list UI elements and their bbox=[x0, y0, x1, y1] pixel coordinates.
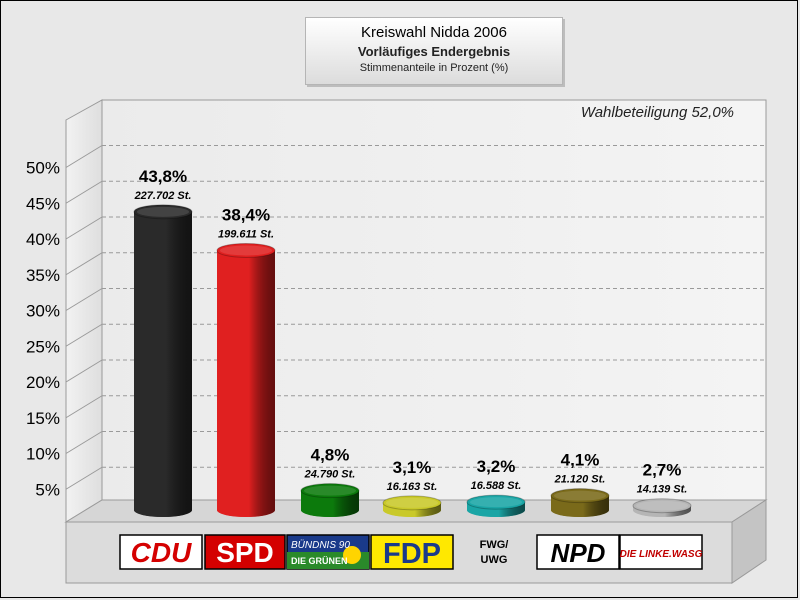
bar-shade bbox=[134, 211, 192, 517]
bar-top bbox=[216, 242, 276, 258]
value-label: 4,8% bbox=[311, 446, 350, 465]
y-tick-label: 25% bbox=[26, 337, 60, 356]
legend-spd-logo: SPD bbox=[204, 534, 286, 570]
y-tick-label: 20% bbox=[26, 373, 60, 392]
bar-top-highlight bbox=[386, 497, 438, 508]
bar-top-highlight bbox=[137, 206, 189, 217]
legend-fdp-logo: FDP bbox=[370, 534, 454, 570]
votes-label: 16.163 St. bbox=[387, 481, 438, 493]
grid-layer bbox=[65, 145, 766, 490]
gridline-side bbox=[65, 323, 103, 347]
legend-spd-text: SPD bbox=[216, 537, 274, 568]
bar-4 bbox=[382, 495, 442, 517]
data-labels-layer: 43,8% 227.702 St. 38,4% 199.611 St. 4,8% 24.7… bbox=[134, 167, 688, 496]
chart-unit-label: Stimmenanteile in Prozent (%) bbox=[359, 62, 509, 74]
y-tick-label: 35% bbox=[26, 266, 60, 285]
plot-base-side bbox=[731, 499, 767, 584]
bar-top bbox=[300, 483, 360, 499]
gridline-side bbox=[65, 288, 103, 311]
bar-top bbox=[466, 494, 526, 510]
legend-npd-text: NPD bbox=[551, 538, 606, 568]
bar-5 bbox=[466, 494, 526, 517]
bar-7 bbox=[632, 498, 692, 517]
votes-label: 227.702 St. bbox=[134, 190, 192, 202]
y-tick-label: 45% bbox=[26, 194, 60, 213]
bar-top-highlight bbox=[220, 245, 272, 256]
bar-6 bbox=[550, 488, 610, 517]
gridline-side bbox=[65, 431, 103, 454]
gridline-side bbox=[65, 216, 103, 240]
legend-linke-logo: DIE LINKE.WASG bbox=[619, 534, 703, 570]
legend-gruene-top: BÜNDNIS 90 bbox=[291, 539, 350, 551]
value-label: 3,1% bbox=[393, 458, 432, 477]
votes-label: 24.790 St. bbox=[304, 469, 356, 481]
gridline-side bbox=[65, 466, 103, 490]
value-label: 3,2% bbox=[477, 457, 516, 476]
bar-top-highlight bbox=[554, 490, 606, 501]
value-label: 4,1% bbox=[561, 451, 600, 470]
gridline-side bbox=[65, 395, 103, 419]
bar-3 bbox=[300, 483, 360, 517]
value-label: 38,4% bbox=[222, 205, 270, 224]
plot-back-wall bbox=[101, 99, 767, 501]
value-label: 43,8% bbox=[139, 167, 187, 186]
chart-title: Kreiswahl Nidda 2006 bbox=[361, 24, 507, 41]
chart-title-box: Kreiswahl Nidda 2006 Vorläufiges Enderge… bbox=[305, 17, 563, 85]
gridline-side bbox=[65, 359, 103, 383]
y-tick-label: 50% bbox=[26, 159, 60, 178]
y-tick-label: 10% bbox=[26, 445, 60, 464]
legend-gruene-bottom: DIE GRÜNEN bbox=[291, 556, 348, 566]
bar-top bbox=[133, 204, 193, 220]
turnout-annotation: Wahlbeteiligung 52,0% bbox=[581, 104, 734, 121]
sunflower-icon bbox=[343, 546, 361, 564]
legend-logos: CDU SPD BÜNDNIS 90 DIE GRÜNEN FDP FWG/ U… bbox=[119, 534, 703, 570]
chart-subtitle: Vorläufiges Endergebnis bbox=[357, 44, 511, 59]
legend-npd-logo: NPD bbox=[536, 534, 620, 570]
y-tick-label: 15% bbox=[26, 409, 60, 428]
votes-label: 199.611 St. bbox=[218, 228, 274, 240]
votes-label: 14.139 St. bbox=[637, 484, 688, 496]
y-tick-label: 30% bbox=[26, 302, 60, 321]
bar-1 bbox=[133, 204, 193, 517]
y-tick-label: 40% bbox=[26, 230, 60, 249]
legend-gruene-logo: BÜNDNIS 90 DIE GRÜNEN bbox=[286, 534, 370, 570]
bar-top-highlight bbox=[636, 500, 688, 511]
legend-linke-text: DIE LINKE.WASG bbox=[620, 549, 703, 560]
legend-fdp-text: FDP bbox=[383, 538, 441, 570]
bar-top-highlight bbox=[304, 485, 356, 496]
gridline-side bbox=[65, 180, 103, 204]
bar-top bbox=[382, 495, 442, 511]
bar-shade bbox=[301, 490, 359, 517]
y-tick-label: 5% bbox=[35, 480, 60, 499]
value-label: 2,7% bbox=[643, 461, 682, 480]
legend-fwg-label: FWG/ UWG bbox=[480, 539, 509, 566]
votes-label: 21.120 St. bbox=[554, 474, 606, 486]
bar-2 bbox=[216, 242, 276, 517]
votes-label: 16.588 St. bbox=[471, 480, 522, 492]
legend-fwg-top: FWG/ bbox=[480, 539, 509, 551]
gridline-side bbox=[65, 145, 103, 168]
gridline-side bbox=[65, 252, 103, 276]
bar-top-highlight bbox=[470, 497, 522, 508]
bar-shade bbox=[217, 250, 275, 517]
y-axis-ticks: 5% 10% 15% 20% 25% 30% 35% 40% 45% 50% bbox=[26, 159, 60, 500]
bars-layer bbox=[133, 204, 692, 517]
plot-left-wall bbox=[65, 99, 103, 523]
bar-top bbox=[632, 498, 692, 514]
legend-cdu-logo: CDU bbox=[119, 534, 203, 570]
bar-top bbox=[550, 488, 610, 504]
legend-cdu-text: CDU bbox=[131, 537, 192, 568]
legend-fwg-bottom: UWG bbox=[481, 554, 508, 566]
